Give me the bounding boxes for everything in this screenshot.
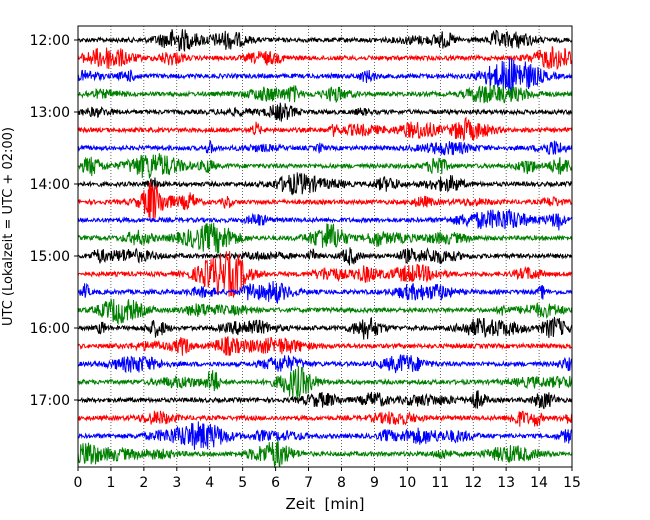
seismic-trace <box>77 365 573 399</box>
seismic-trace <box>77 84 573 104</box>
seismic-trace <box>77 181 573 222</box>
seismic-trace <box>77 280 573 304</box>
seismic-trace <box>77 222 573 254</box>
seismic-trace <box>77 390 573 410</box>
x-axis-ticks: 0 1 2 3 4 5 6 7 8 9 10 11 12 13 14 15 <box>74 467 581 491</box>
x-tick-label: 4 <box>205 475 214 491</box>
seismic-trace <box>77 116 573 142</box>
x-tick-label: 12 <box>464 475 482 491</box>
y-axis-ticks: 12:00 13:00 14:00 15:00 16:00 17:00 <box>30 33 78 409</box>
x-tick-label: 9 <box>370 475 379 491</box>
y-tick-label: 12:00 <box>30 33 70 49</box>
x-tick-label: 11 <box>431 475 449 491</box>
seismic-trace <box>77 250 573 298</box>
seismic-trace <box>77 140 573 156</box>
x-tick-label: 7 <box>304 475 313 491</box>
seismic-trace <box>77 57 573 97</box>
x-tick-label: 14 <box>530 475 548 491</box>
seismic-trace <box>77 172 573 196</box>
seismic-trace <box>77 298 573 326</box>
trace-group <box>77 29 573 468</box>
y-axis-label: UTC (Lokalzeit = UTC + 02:00) <box>1 127 16 326</box>
x-tick-label: 6 <box>271 475 280 491</box>
seismic-trace <box>77 209 573 231</box>
x-tick-label: 15 <box>563 475 581 491</box>
x-tick-label: 5 <box>238 475 247 491</box>
seismic-trace <box>77 153 573 179</box>
x-axis-label: Zeit [min] <box>285 495 364 513</box>
x-tick-label: 2 <box>139 475 148 491</box>
seismic-trace <box>77 410 573 427</box>
seismic-trace <box>77 438 573 468</box>
y-tick-label: 15:00 <box>30 249 70 265</box>
plot-frame <box>77 25 573 468</box>
x-tick-label: 1 <box>106 475 115 491</box>
seismic-trace <box>77 102 573 122</box>
y-tick-label: 13:00 <box>30 105 70 121</box>
seismic-trace <box>77 354 573 374</box>
x-tick-label: 8 <box>337 475 346 491</box>
x-tick-label: 13 <box>497 475 515 491</box>
y-tick-label: 17:00 <box>30 393 70 409</box>
seismic-trace <box>77 46 573 71</box>
y-tick-label: 16:00 <box>30 321 70 337</box>
y-tick-label: 14:00 <box>30 177 70 193</box>
x-tick-label: 0 <box>74 475 83 491</box>
seismic-trace <box>77 316 573 340</box>
seismic-trace <box>77 29 573 53</box>
x-tick-label: 10 <box>398 475 416 491</box>
seismic-trace <box>77 421 573 450</box>
seismic-trace <box>77 336 573 356</box>
seismic-trace <box>77 247 573 266</box>
x-tick-label: 3 <box>172 475 181 491</box>
